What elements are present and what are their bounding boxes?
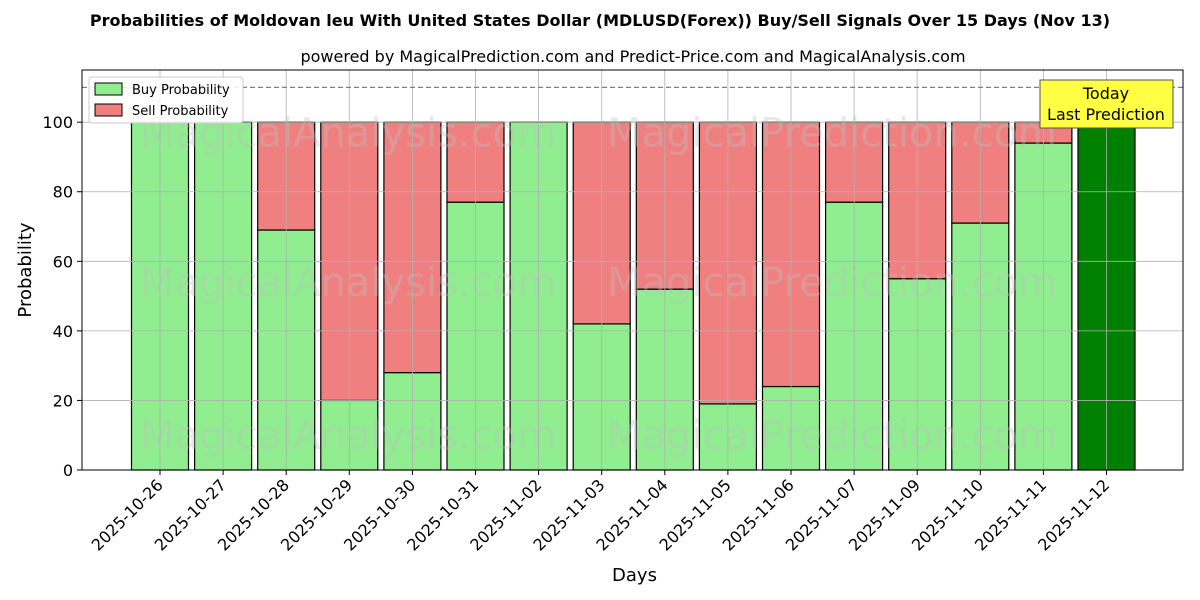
legend-swatch	[94, 103, 123, 117]
y-tick-label: 20	[53, 391, 73, 410]
y-tick-label: 0	[63, 461, 73, 480]
legend-swatch	[94, 82, 123, 96]
legend-box	[88, 76, 244, 124]
plot-area: MagicalAnalysis.com MagicalPrediction.com…	[15, 69, 1184, 586]
watermark-text: MagicalAnalysis.com	[140, 413, 556, 459]
x-axis-label: Days	[612, 565, 657, 586]
y-tick-label: 80	[53, 183, 73, 202]
y-axis-label: Probability	[15, 222, 36, 317]
watermark-text: MagicalPrediction.com	[607, 111, 1057, 157]
watermark-text: MagicalPrediction.com	[607, 413, 1057, 459]
chart-title: Probabilities of Moldovan leu With Unite…	[90, 11, 1110, 30]
legend-label: Buy Probability	[132, 83, 230, 98]
legend-label: Sell Probability	[132, 104, 229, 119]
annotation-text: Last Prediction	[1047, 105, 1165, 124]
y-tick-label: 100	[42, 113, 73, 132]
y-tick-label: 60	[53, 252, 73, 271]
y-tick-label: 40	[53, 322, 73, 341]
annotation-text: Today	[1082, 84, 1129, 103]
annotation-box	[1039, 79, 1174, 129]
chart-subtitle: powered by MagicalPrediction.com and Pre…	[300, 47, 965, 66]
watermark-text: MagicalPrediction.com	[607, 260, 1057, 306]
watermark-text: MagicalAnalysis.com	[140, 260, 556, 306]
plot-frame	[81, 69, 1184, 471]
